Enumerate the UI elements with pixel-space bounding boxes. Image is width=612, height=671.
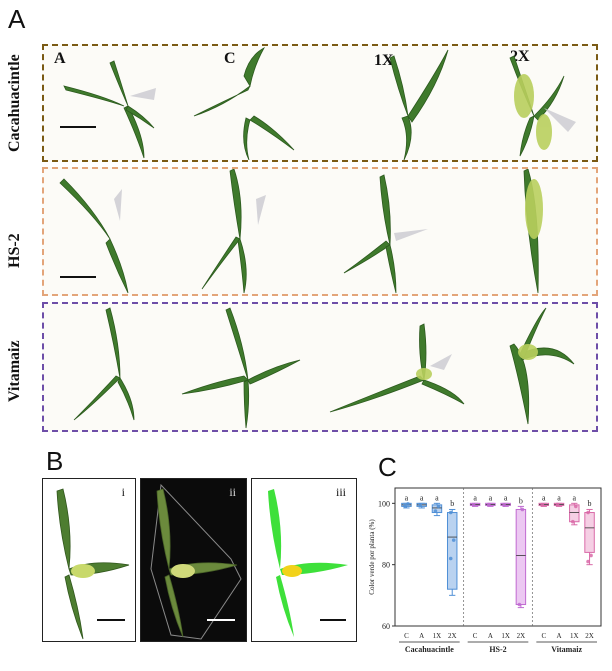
sig-letter-Cacahuacintle-1X: a: [435, 493, 439, 502]
sig-letter-Vitamaiz-1X: a: [573, 493, 577, 502]
point-Cacahuacintle-2X-1: [451, 538, 456, 542]
box-Vitamaiz-2X: [584, 512, 595, 553]
x-tick-label-Vitamaiz-A: A: [557, 632, 562, 640]
column-label-c: C: [224, 50, 236, 67]
point-Vitamaiz-A-0: [555, 502, 560, 507]
plot-frame: [394, 487, 602, 627]
row-panel-hs2: [42, 167, 598, 296]
row-label-cacahuacintle: Cacahuacintle: [6, 54, 23, 152]
point-Cacahuacintle-2X-2: [448, 510, 453, 515]
sub-label-ii: ii: [229, 485, 236, 499]
sig-letter-Vitamaiz-C: a: [542, 493, 546, 502]
sub-label-iii: iii: [335, 485, 346, 499]
plant-photos-row-hs2: [59, 169, 543, 294]
sig-letter-Vitamaiz-2X: b: [588, 499, 592, 508]
sig-letter-Cacahuacintle-A: a: [420, 493, 424, 502]
x-tick-label-Vitamaiz-C: C: [541, 632, 546, 640]
point-Cacahuacintle-C-1: [406, 502, 410, 506]
panel-b-letter: B: [46, 446, 64, 476]
x-tick-label-HS-2-2X: 2X: [517, 632, 526, 640]
point-HS-2-1X-0: [502, 503, 506, 507]
box-Cacahuacintle-2X: [446, 512, 458, 590]
sig-letter-Cacahuacintle-2X: b: [450, 499, 454, 508]
panel-a-letter: A: [8, 4, 26, 34]
x-tick-label-Cacahuacintle-2X: 2X: [448, 632, 457, 640]
x-tick-label-Cacahuacintle-C: C: [404, 632, 409, 640]
point-Cacahuacintle-C-0: [403, 503, 407, 508]
point-Cacahuacintle-1X-0: [433, 509, 438, 513]
group-label-HS-2: HS-2: [489, 645, 506, 654]
sig-letter-HS-2-2X: b: [519, 496, 523, 505]
row-panel-vitamaiz: [42, 302, 598, 432]
x-tick-label-Cacahuacintle-A: A: [419, 632, 424, 640]
plant-photos-row-cacahuacintle: [63, 47, 576, 160]
point-HS-2-2X-1: [520, 507, 525, 512]
scale-bar-row1: [60, 126, 96, 128]
y-tick-label-60: 60: [382, 622, 390, 631]
box-HS-2-2X: [515, 508, 527, 606]
plant-photos-row-vitamaiz: [73, 307, 575, 429]
point-Cacahuacintle-1X-1: [436, 504, 441, 509]
scale-bar-iii: [320, 619, 346, 621]
leaf-photo-classified: [268, 489, 348, 637]
group-label-Cacahuacintle: Cacahuacintle: [405, 645, 454, 654]
point-Vitamaiz-2X-1: [589, 553, 593, 558]
sig-letter-Cacahuacintle-C: a: [405, 493, 409, 502]
point-Vitamaiz-1X-0: [570, 519, 575, 524]
box-Cacahuacintle-1X: [431, 504, 443, 514]
sig-letter-HS-2-C: a: [473, 493, 477, 502]
image-panel-iii: iii: [251, 478, 357, 642]
image-panel-ii: ii: [140, 478, 247, 642]
x-tick-label-Vitamaiz-1X: 1X: [570, 632, 579, 640]
row-label-vitamaiz: Vitamaiz: [6, 340, 23, 402]
sig-letter-HS-2-A: a: [489, 493, 493, 502]
y-tick-label-80: 80: [382, 561, 390, 570]
x-tick-label-HS-2-C: C: [473, 632, 478, 640]
x-tick-label-HS-2-1X: 1X: [501, 632, 510, 640]
y-axis-label: Color verde por planta (%): [368, 519, 376, 595]
point-Cacahuacintle-A-0: [418, 503, 423, 507]
point-Vitamaiz-2X-2: [586, 510, 590, 515]
row-panel-cacahuacintle: [42, 44, 598, 162]
row-label-hs2: HS-2: [6, 233, 23, 268]
x-tick-label-HS-2-A: A: [488, 632, 493, 640]
point-Cacahuacintle-2X-0: [448, 556, 453, 561]
panel-c-letter: C: [378, 452, 397, 482]
point-Vitamaiz-2X-0: [586, 559, 590, 564]
point-HS-2-2X-0: [517, 602, 522, 607]
scale-bar-ii: [207, 619, 235, 621]
x-tick-label-Vitamaiz-2X: 2X: [585, 632, 594, 640]
point-Vitamaiz-C-0: [540, 503, 545, 507]
sig-letter-Vitamaiz-A: a: [557, 493, 561, 502]
leaf-photo-original: [56, 488, 130, 640]
boxplot-svg: 60 80 100 Color verde por planta (%) a Ca Aa 1X…: [368, 487, 602, 654]
group-label-Vitamaiz: Vitamaiz: [551, 645, 582, 654]
scale-bar-i: [97, 619, 125, 621]
point-HS-2-C-0: [471, 503, 476, 507]
column-label-a: A: [54, 50, 66, 67]
leaf-photo-segmented: [150, 483, 242, 640]
sig-letter-HS-2-1X: a: [504, 493, 508, 502]
y-tick-label-100: 100: [378, 499, 390, 508]
image-panel-i: i: [42, 478, 136, 642]
scale-bar-row2: [60, 276, 96, 278]
column-label-1x: 1X: [374, 52, 394, 69]
point-Vitamaiz-1X-1: [573, 504, 578, 509]
sub-label-i: i: [121, 485, 125, 499]
box-Vitamaiz-1X: [569, 504, 580, 523]
x-tick-label-Cacahuacintle-1X: 1X: [433, 632, 442, 640]
point-HS-2-A-0: [487, 502, 491, 507]
